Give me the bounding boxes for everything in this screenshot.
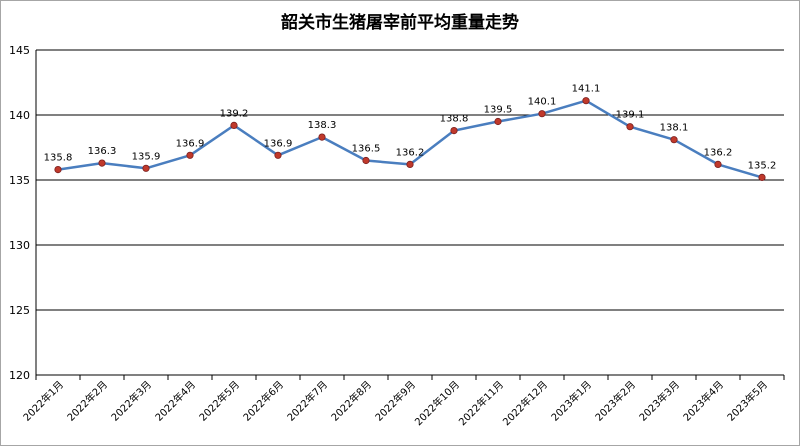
data-point	[142, 164, 150, 172]
x-tick-label: 2023年4月	[680, 378, 726, 424]
x-tick-label: 2022年10月	[412, 378, 462, 428]
y-tick-label: 125	[9, 304, 30, 317]
data-point	[54, 166, 62, 174]
y-tick-label: 135	[9, 174, 30, 187]
data-point	[670, 136, 678, 144]
data-label: 136.3	[88, 146, 117, 157]
data-point	[274, 151, 282, 159]
data-label: 136.9	[264, 138, 293, 149]
data-label: 140.1	[528, 97, 557, 108]
data-point	[494, 117, 502, 126]
data-label: 138.8	[440, 114, 469, 125]
x-tick-label: 2022年4月	[152, 378, 198, 424]
x-tick-label: 2023年1月	[548, 378, 594, 424]
data-label: 136.9	[176, 138, 205, 149]
x-tick-label: 2022年1月	[20, 378, 66, 424]
data-label: 138.3	[308, 120, 337, 131]
data-label: 139.1	[616, 110, 645, 121]
data-label: 135.9	[132, 151, 161, 162]
x-tick-label: 2022年12月	[500, 378, 550, 428]
x-tick-label: 2022年9月	[372, 378, 418, 424]
data-point	[582, 97, 590, 105]
data-point	[406, 160, 414, 168]
data-point	[230, 121, 238, 130]
chart-title: 韶关市生猪屠宰前平均重量走势	[281, 13, 519, 33]
data-label: 141.1	[572, 84, 601, 95]
data-point	[626, 123, 634, 131]
x-tick-label: 2022年3月	[108, 378, 154, 424]
x-tick-label: 2022年7月	[284, 378, 330, 424]
x-tick-label: 2022年11月	[456, 378, 506, 428]
data-label: 135.8	[44, 153, 73, 164]
y-tick-label: 140	[9, 109, 30, 122]
x-tick-label: 2022年5月	[196, 378, 242, 424]
data-point	[362, 156, 370, 165]
x-tick-label: 2023年3月	[636, 378, 682, 424]
data-point	[186, 151, 194, 159]
x-tick-label: 2023年5月	[724, 378, 770, 424]
y-tick-label: 145	[9, 44, 30, 57]
data-point	[318, 133, 326, 141]
data-label: 135.2	[748, 160, 777, 171]
data-point	[450, 127, 458, 135]
data-label: 139.2	[220, 108, 249, 119]
data-label: 139.5	[484, 105, 513, 116]
x-tick-label: 2022年2月	[64, 378, 110, 424]
data-label: 136.2	[704, 147, 733, 158]
x-tick-label: 2022年6月	[240, 378, 286, 424]
y-tick-label: 120	[9, 369, 30, 382]
x-tick-label: 2022年8月	[328, 378, 374, 424]
data-point	[538, 110, 546, 118]
data-point	[98, 159, 106, 167]
data-label: 136.5	[352, 144, 381, 155]
data-label: 136.2	[396, 147, 425, 158]
data-point	[758, 173, 766, 181]
data-label: 138.1	[660, 123, 689, 134]
y-tick-label: 130	[9, 239, 30, 252]
data-point	[714, 160, 722, 168]
x-tick-label: 2023年2月	[592, 378, 638, 424]
